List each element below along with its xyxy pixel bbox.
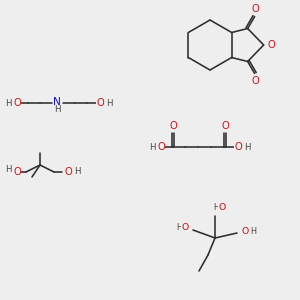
Text: N: N	[53, 97, 61, 107]
Text: O: O	[234, 142, 242, 152]
Text: O: O	[218, 202, 226, 211]
Text: H: H	[106, 98, 112, 107]
Text: O: O	[157, 142, 165, 152]
Text: H: H	[244, 142, 250, 152]
Text: H: H	[5, 166, 11, 175]
Text: H: H	[149, 142, 155, 152]
Text: H: H	[54, 106, 60, 115]
Text: O: O	[169, 121, 177, 131]
Text: O: O	[242, 227, 249, 236]
Text: O: O	[96, 98, 104, 108]
Text: H: H	[176, 224, 182, 232]
Text: O: O	[252, 4, 260, 14]
Text: O: O	[13, 98, 21, 108]
Text: O: O	[13, 167, 21, 177]
Text: H: H	[5, 98, 11, 107]
Text: H: H	[74, 167, 80, 176]
Text: O: O	[252, 76, 260, 85]
Text: O: O	[268, 40, 275, 50]
Text: H: H	[250, 227, 256, 236]
Text: O: O	[64, 167, 72, 177]
Text: O: O	[182, 224, 189, 232]
Text: H: H	[213, 203, 219, 212]
Text: O: O	[221, 121, 229, 131]
